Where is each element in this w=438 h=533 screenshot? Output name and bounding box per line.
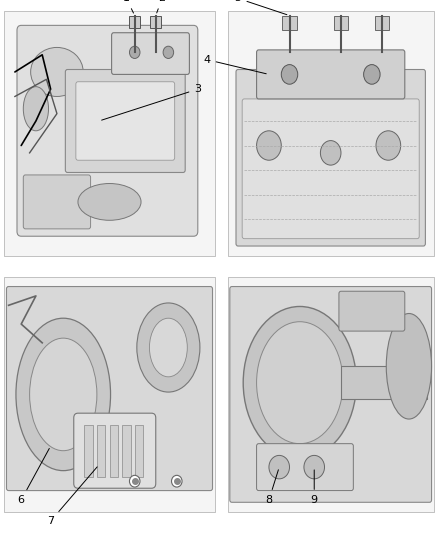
Bar: [97, 425, 105, 477]
FancyBboxPatch shape: [23, 175, 91, 229]
Ellipse shape: [78, 183, 141, 220]
FancyBboxPatch shape: [17, 26, 198, 236]
FancyBboxPatch shape: [76, 82, 175, 160]
Text: 4: 4: [204, 55, 266, 74]
Text: 8: 8: [265, 470, 279, 505]
Text: 2: 2: [157, 0, 166, 13]
Circle shape: [130, 475, 140, 487]
FancyBboxPatch shape: [74, 413, 156, 488]
Bar: [4, 11, 215, 256]
FancyBboxPatch shape: [7, 287, 212, 490]
Bar: [228, 277, 434, 512]
Ellipse shape: [149, 318, 187, 377]
FancyBboxPatch shape: [65, 69, 185, 173]
FancyBboxPatch shape: [112, 33, 189, 75]
Text: 3: 3: [102, 84, 201, 120]
Text: 7: 7: [47, 467, 97, 526]
Ellipse shape: [243, 306, 357, 459]
Ellipse shape: [386, 313, 431, 419]
FancyBboxPatch shape: [230, 287, 431, 502]
Ellipse shape: [257, 322, 343, 443]
Circle shape: [320, 141, 341, 165]
Bar: [375, 15, 389, 30]
FancyBboxPatch shape: [257, 50, 405, 99]
Ellipse shape: [23, 87, 49, 131]
Bar: [130, 15, 140, 28]
Circle shape: [281, 64, 298, 84]
Bar: [122, 425, 131, 477]
Bar: [4, 277, 215, 512]
Bar: [110, 425, 118, 477]
Text: 9: 9: [311, 470, 318, 505]
Bar: [84, 425, 93, 477]
Ellipse shape: [30, 338, 97, 451]
Bar: [341, 366, 427, 399]
Ellipse shape: [16, 318, 110, 471]
Circle shape: [130, 46, 140, 59]
Circle shape: [172, 475, 182, 487]
Bar: [283, 15, 297, 30]
FancyBboxPatch shape: [236, 69, 425, 246]
Circle shape: [304, 455, 325, 479]
Ellipse shape: [31, 47, 83, 96]
Circle shape: [257, 131, 281, 160]
FancyBboxPatch shape: [339, 291, 405, 331]
Bar: [151, 15, 161, 28]
Ellipse shape: [137, 303, 200, 392]
Text: 5: 5: [235, 0, 287, 15]
Circle shape: [269, 455, 290, 479]
Bar: [228, 11, 434, 256]
Circle shape: [376, 131, 401, 160]
Text: 1: 1: [123, 0, 134, 13]
FancyBboxPatch shape: [257, 443, 353, 490]
Bar: [135, 425, 143, 477]
FancyBboxPatch shape: [242, 99, 419, 239]
Circle shape: [364, 64, 380, 84]
Bar: [334, 15, 348, 30]
Text: 6: 6: [18, 448, 49, 505]
Circle shape: [163, 46, 173, 59]
